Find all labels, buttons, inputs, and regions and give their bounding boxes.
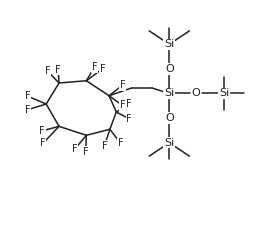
Text: F: F: [102, 141, 107, 151]
Text: F: F: [100, 64, 105, 74]
Text: F: F: [72, 144, 78, 154]
Text: F: F: [39, 126, 45, 136]
Text: F: F: [25, 105, 30, 115]
Text: Si: Si: [164, 138, 174, 148]
Text: F: F: [25, 91, 31, 101]
Text: Si: Si: [164, 88, 174, 99]
Text: O: O: [165, 113, 174, 123]
Text: F: F: [118, 138, 123, 148]
Text: F: F: [126, 99, 132, 109]
Text: O: O: [165, 64, 174, 74]
Text: F: F: [120, 80, 125, 90]
Text: Si: Si: [164, 39, 174, 49]
Text: F: F: [45, 66, 50, 76]
Text: F: F: [55, 65, 61, 74]
Text: O: O: [192, 88, 200, 99]
Text: F: F: [126, 114, 132, 124]
Text: Si: Si: [219, 88, 229, 99]
Text: F: F: [83, 147, 89, 157]
Text: F: F: [40, 138, 46, 148]
Text: F: F: [120, 100, 125, 110]
Text: F: F: [91, 62, 97, 72]
